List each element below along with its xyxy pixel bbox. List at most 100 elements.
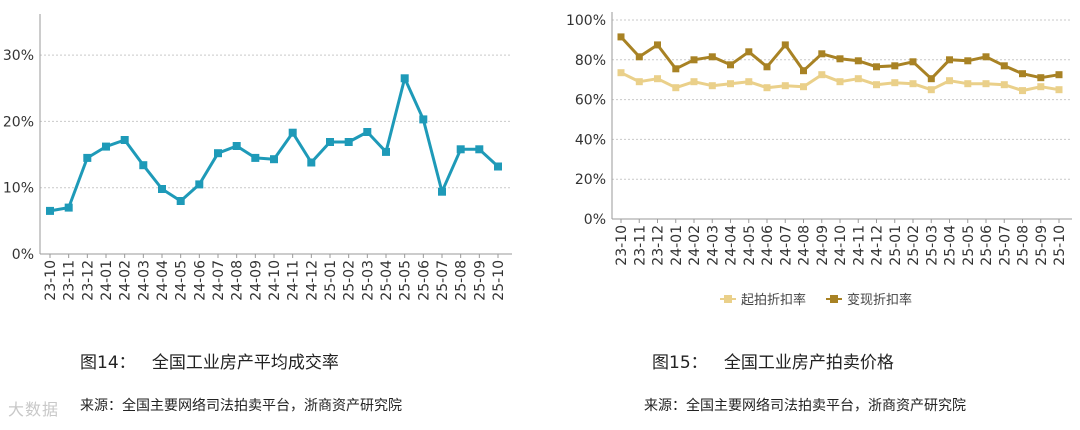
chart1-y-tick-label: 10%	[3, 181, 34, 197]
chart2-series-0-point	[946, 77, 953, 85]
left-chart-panel: 0% 10% 20% 30% 23-10 23-11 23-12 24-01 24-02 24-0…	[3, 14, 512, 414]
chart1-x-tick-label: 23-12	[80, 260, 96, 301]
chart2-series-1-point	[635, 53, 643, 61]
chart2-x-tick-label: 24-11	[851, 225, 867, 266]
chart2-series-0-point	[800, 83, 807, 91]
chart1-x-tick-label: 25-01	[323, 260, 339, 301]
chart2-x-tick-label: 25-04	[943, 225, 959, 266]
chart2-series-0-point	[854, 75, 862, 83]
chart2-series-1-point	[1019, 70, 1026, 78]
chart2-series-1-point	[1037, 74, 1045, 82]
chart1-y-tick-label: 20%	[3, 114, 34, 130]
chart2-y-tick-label: 40%	[575, 132, 606, 148]
chart1-x-tick-label: 25-10	[491, 260, 507, 301]
chart1-x-tick-label: 24-05	[174, 260, 190, 301]
chart1-series-0-point	[475, 145, 484, 154]
chart2-series-0-point	[745, 78, 753, 86]
chart2-x-tick-label: 25-08	[1016, 225, 1032, 266]
chart1-series-0-point	[139, 161, 148, 170]
chart2-x-tick-label: 24-04	[724, 225, 740, 266]
chart1-series-0-point	[438, 187, 446, 196]
chart2-caption: 图15： 全国工业房产拍卖价格	[652, 348, 894, 373]
chart2-x-tick-label: 25-10	[1052, 225, 1068, 266]
chart2-x-tick-label: 24-09	[815, 225, 831, 266]
chart1-x-tick-label: 24-09	[248, 260, 264, 301]
chart2-x-tick-label: 24-01	[669, 225, 685, 266]
chart2-y-tick-label: 60%	[575, 93, 606, 109]
chart2-series-1-point	[909, 58, 917, 66]
chart1-x-tick-label: 25-09	[472, 260, 488, 301]
chart2-series-0-point	[1055, 86, 1063, 94]
chart1-x-tick-label: 25-04	[379, 260, 395, 301]
chart2-series-0-point	[654, 75, 661, 83]
chart1-x-tick-label: 24-10	[267, 260, 283, 301]
chart2-series-0-point	[727, 80, 734, 88]
chart2-x-tick-label: 24-06	[760, 225, 776, 266]
chart2-series-0-point	[635, 78, 643, 86]
chart2-x-tick-label: 24-05	[742, 225, 758, 266]
chart2-series-1-point	[927, 75, 935, 83]
chart2-x-tick-label: 24-08	[797, 225, 813, 266]
legend-label-starting-discount: 起拍折扣率	[741, 293, 807, 308]
chart2-x-tick-label: 25-06	[979, 225, 995, 266]
chart1-x-tick-label: 25-03	[360, 260, 376, 301]
chart1-x-tick-label: 25-05	[398, 260, 414, 301]
chart2-series-1-point	[964, 57, 972, 65]
chart2-x-tick-label: 25-09	[1034, 225, 1050, 266]
chart2-series-1-point	[836, 55, 844, 63]
chart2-series-1-point	[946, 56, 953, 64]
chart1-series-0-point	[214, 149, 222, 158]
chart1-series-0-point	[46, 206, 54, 215]
chart2-series-0-point	[690, 78, 698, 86]
chart2-series-1-point	[690, 56, 698, 64]
chart1-series-0-point	[195, 180, 204, 189]
chart2-series-0-point	[781, 82, 789, 90]
chart2-series-1-point	[708, 53, 716, 61]
chart1-series-0-point	[382, 147, 390, 156]
chart2-series-1-point	[1055, 71, 1063, 79]
chart2-series-1-point	[1000, 62, 1008, 70]
chart2-series-0-point	[818, 71, 826, 79]
chart2-series-1-point	[982, 53, 990, 61]
chart1-series-0-point	[120, 136, 129, 144]
chart2-series-0-point	[891, 79, 899, 87]
chart2-series-1-point	[672, 65, 680, 73]
chart2-series-1-point	[654, 41, 661, 49]
chart2-series-0-point	[982, 80, 990, 88]
chart2-y-tick-label: 20%	[575, 172, 606, 188]
chart2-x-tick-label: 24-07	[778, 225, 794, 266]
chart1-caption: 图14： 全国工业房产平均成交率	[80, 348, 339, 373]
legend-marker-starting-discount	[720, 294, 736, 303]
chart1-x-tick-label: 25-08	[454, 260, 470, 301]
chart1-x-tick-label: 24-04	[155, 260, 171, 301]
chart2-x-tick-label: 23-12	[651, 225, 667, 266]
chart1-x-tick-label: 24-03	[136, 260, 152, 301]
chart1-series-0-point	[232, 142, 241, 150]
right-chart-panel: 0% 20% 40% 60% 80% 100% 23-10 23-11 23-12 24-01 24…	[540, 0, 1080, 430]
chart1-series-0-point	[158, 185, 166, 193]
chart2-x-tick-label: 25-02	[906, 225, 922, 266]
chart2-x-tick-label: 24-03	[705, 225, 721, 266]
chart1-series-0-point	[344, 138, 353, 146]
chart2-series-0-point	[964, 80, 972, 88]
chart1-figure-label: 图14：	[80, 353, 136, 373]
chart2-source: 来源：全国主要网络司法拍卖平台，浙商资产研究院	[644, 398, 966, 414]
chart1-series-0-point	[419, 115, 428, 124]
chart2-x-tick-label: 23-11	[632, 225, 648, 266]
chart2-series-0-point	[927, 86, 935, 94]
chart1-x-tick-label: 24-11	[286, 260, 302, 301]
chart1-series-0-point	[494, 162, 502, 171]
chart2-series-1-point	[854, 57, 862, 65]
chart1-x-tick-label: 25-07	[435, 260, 451, 301]
chart2-series-1-point	[763, 63, 771, 71]
chart2-series-1-point	[781, 41, 789, 49]
chart2-series-1-point	[891, 62, 899, 70]
chart2-series-1-point	[727, 61, 734, 69]
auction-price-chart: 0%20%40%60%80%100%23-10 23-11 23-12 24-01 24…	[566, 12, 1072, 266]
chart1-title: 全国工业房产平均成交率	[151, 353, 339, 373]
chart1-x-tick-label: 23-11	[62, 260, 78, 301]
chart1-x-tick-label: 25-02	[342, 260, 358, 301]
chart1-series-0-point	[307, 158, 316, 167]
chart2-series-1-point	[818, 50, 826, 58]
chart2-y-tick-label: 80%	[575, 53, 606, 69]
